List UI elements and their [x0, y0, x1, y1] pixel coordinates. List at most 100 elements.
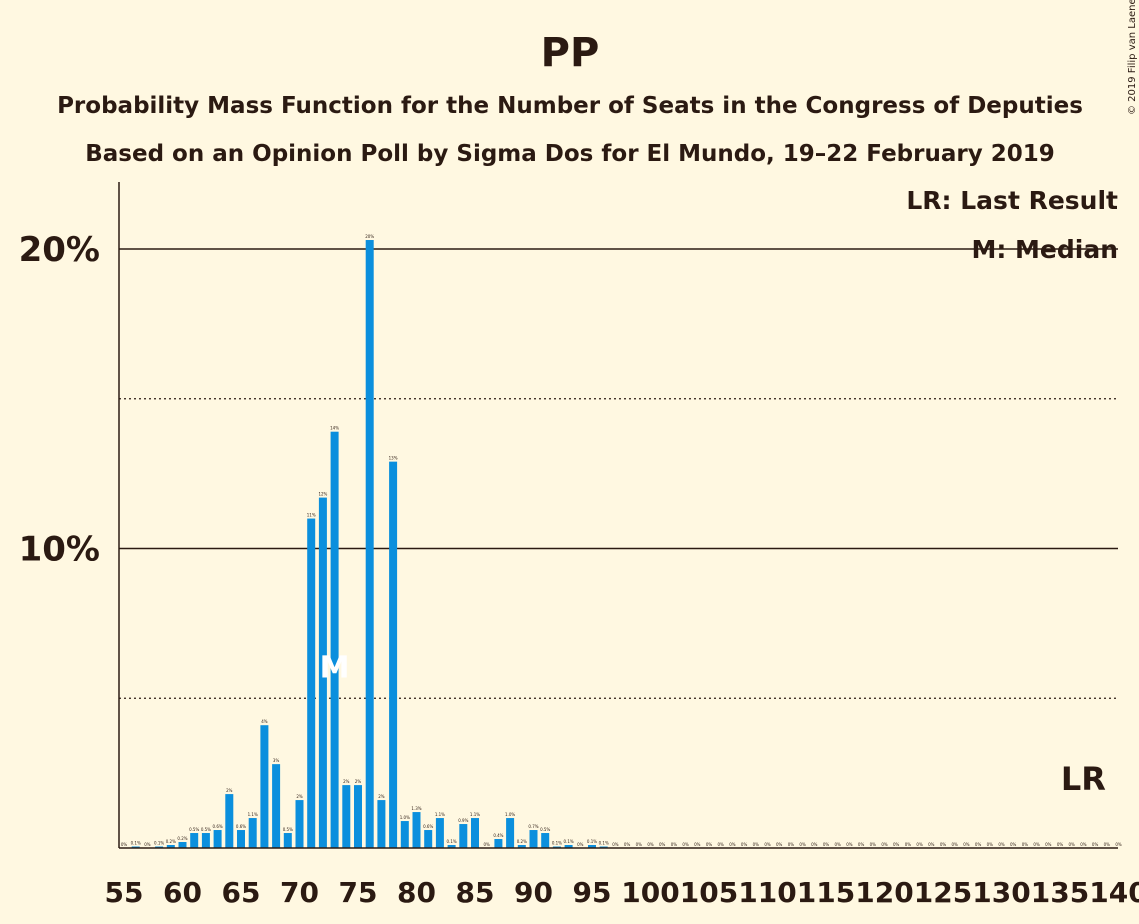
bar-value-label: 0% — [1057, 842, 1064, 847]
bar-value-label: 3% — [273, 758, 280, 763]
bar-value-label: 0.7% — [528, 824, 538, 829]
bar — [529, 830, 538, 848]
bar-value-label: 0% — [612, 842, 619, 847]
bar — [318, 497, 327, 848]
bar-value-label: 0% — [975, 842, 982, 847]
bar-series — [131, 240, 608, 848]
bar-value-label: 0.5% — [189, 827, 199, 832]
bar-value-label: 0.1% — [447, 839, 457, 844]
bar-value-label: 13% — [389, 456, 398, 461]
bar-value-label: 0% — [811, 842, 818, 847]
x-tick-label: 65 — [222, 876, 261, 909]
x-tick-label: 110 — [738, 876, 796, 909]
bar-value-label: 0.6% — [423, 824, 433, 829]
bar — [447, 845, 456, 848]
bar — [166, 845, 175, 848]
bar — [517, 845, 526, 848]
x-tick-label: 70 — [280, 876, 319, 909]
bar-value-label: 0% — [484, 842, 491, 847]
bar-value-label: 0% — [694, 842, 701, 847]
x-tick-label: 55 — [105, 876, 144, 909]
bar-value-label: 0% — [741, 842, 748, 847]
bar-value-label: 0% — [671, 842, 678, 847]
bar-value-label: 0.2% — [517, 839, 527, 844]
bar-value-label: 0% — [823, 842, 830, 847]
bar-value-label: 0% — [1069, 842, 1076, 847]
bar-value-label: 1.3% — [411, 806, 421, 811]
bar-value-label: 0% — [952, 842, 959, 847]
bar-value-label: 0% — [987, 842, 994, 847]
bar-value-label: 0% — [718, 842, 725, 847]
median-marker: M — [320, 650, 350, 685]
bar-value-label: 0% — [577, 842, 584, 847]
x-tick-label: 85 — [456, 876, 495, 909]
legend-last-result: LR: Last Result — [906, 186, 1118, 215]
bar-value-label: 0% — [1115, 842, 1122, 847]
bar — [459, 824, 468, 848]
bar-value-label: 0.9% — [458, 818, 468, 823]
bar — [190, 833, 199, 848]
bar-value-label: 0% — [647, 842, 654, 847]
x-tick-label: 135 — [1031, 876, 1089, 909]
y-axis-ticks: 10% 20% — [19, 230, 100, 570]
bar-value-label: 0% — [1022, 842, 1029, 847]
x-tick-label: 140 — [1089, 876, 1139, 909]
bar-value-label: 0.6% — [236, 824, 246, 829]
chart-title: PP — [541, 30, 600, 76]
bar — [412, 812, 421, 848]
bar — [225, 794, 234, 848]
x-tick-label: 125 — [914, 876, 972, 909]
bar-value-label: 0% — [682, 842, 689, 847]
bar — [237, 830, 245, 848]
bar-value-label: 1.1% — [435, 812, 445, 817]
bar — [588, 845, 596, 848]
bar — [424, 830, 433, 848]
bar — [342, 785, 351, 848]
bar-value-label: 1.0% — [400, 815, 410, 820]
bar-value-label: 12% — [318, 492, 327, 497]
chart-markers: M LR — [320, 650, 1106, 798]
bar-value-label: 0.4% — [493, 833, 503, 838]
last-result-marker: LR — [1061, 760, 1106, 798]
bar — [178, 842, 187, 848]
bar — [389, 461, 398, 848]
bar-value-label: 0.1% — [599, 841, 609, 846]
bar-value-label: 2% — [343, 779, 350, 784]
bar-value-label: 0% — [1104, 842, 1111, 847]
bar — [400, 821, 409, 848]
bar-value-label: 0% — [624, 842, 631, 847]
bar — [354, 785, 362, 848]
bar-value-label: 0% — [916, 842, 923, 847]
bar-value-label: 0.6% — [213, 824, 223, 829]
bar-value-label: 0% — [706, 842, 713, 847]
bar — [365, 240, 374, 848]
bar-value-label: 0% — [1080, 842, 1087, 847]
bar — [330, 431, 339, 848]
bar-value-label: 2% — [226, 788, 233, 793]
bar-value-label: 0% — [835, 842, 842, 847]
bar-value-label: 0% — [144, 842, 151, 847]
y-tick-label: 20% — [19, 230, 100, 270]
bar-value-label: 1.1% — [470, 812, 480, 817]
bar-value-label: 0% — [659, 842, 666, 847]
bar-value-label: 0% — [636, 842, 643, 847]
x-tick-label: 80 — [397, 876, 436, 909]
bar — [283, 833, 292, 848]
bar — [307, 518, 316, 848]
bar-value-label: 0.1% — [154, 841, 164, 846]
bar-value-label: 0% — [870, 842, 877, 847]
bar — [213, 830, 222, 848]
chart-subtitle-1: Probability Mass Function for the Number… — [57, 93, 1083, 119]
bar-value-label: 2% — [296, 794, 303, 799]
x-tick-label: 120 — [855, 876, 913, 909]
bar-value-label: 0% — [858, 842, 865, 847]
bar — [248, 818, 257, 848]
bar-value-label: 0.2% — [166, 839, 176, 844]
bar-value-label: 1.1% — [248, 812, 258, 817]
chart-subtitle-2: Based on an Opinion Poll by Sigma Dos fo… — [85, 141, 1055, 167]
bar-value-label: 0% — [764, 842, 771, 847]
bar-value-label: 0% — [998, 842, 1005, 847]
bar — [435, 818, 444, 848]
bar-value-label: 0.1% — [552, 841, 562, 846]
bar-value-label: 0% — [1045, 842, 1052, 847]
